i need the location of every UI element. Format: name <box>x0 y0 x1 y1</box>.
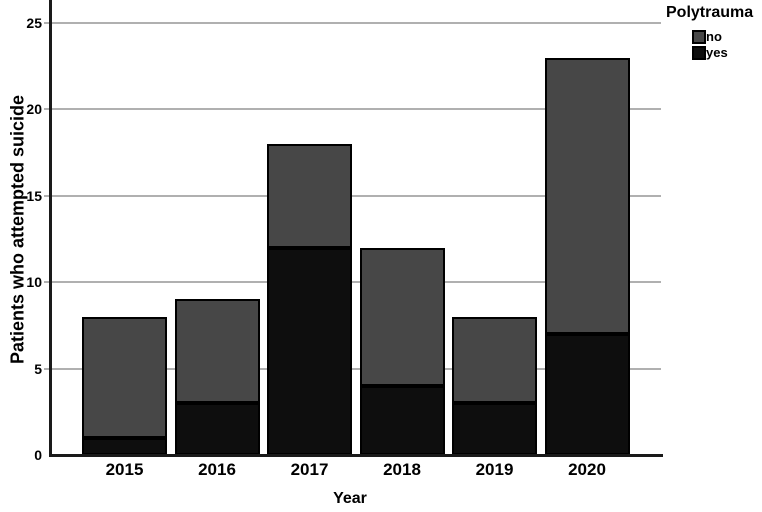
bar-2019-no <box>452 316 537 404</box>
legend-items: no yes <box>666 29 753 61</box>
gridline-20 <box>44 108 661 111</box>
bar-2019-yes <box>452 403 537 455</box>
x-tick-2019: 2019 <box>475 460 514 479</box>
y-tick-15: 15 <box>26 187 42 204</box>
bar-2020-no <box>544 57 630 335</box>
legend-item-no: no <box>692 29 753 45</box>
y-tick-0: 0 <box>34 447 42 463</box>
bar-2017-no <box>267 143 352 248</box>
gridline-10 <box>44 281 661 284</box>
legend: Polytrauma no yes <box>666 4 753 61</box>
gridline-25 <box>44 22 661 24</box>
x-tick-2016: 2016 <box>198 460 236 479</box>
y-axis-line <box>49 0 52 456</box>
y-tick-25: 25 <box>26 15 42 31</box>
bar-2020-yes <box>544 334 630 455</box>
x-axis-line <box>49 454 663 457</box>
bar-2018-no <box>359 247 445 386</box>
y-axis-title: Patients who attempted suicide <box>7 94 28 365</box>
bar-2016-yes <box>174 403 260 455</box>
bar-2015-no <box>82 316 167 438</box>
y-tick-5: 5 <box>34 360 42 377</box>
bar-2016-no <box>174 299 260 404</box>
y-tick-10: 10 <box>26 274 42 291</box>
x-axis-title: Year <box>333 490 367 507</box>
legend-label-no: no <box>706 29 722 44</box>
legend-swatch-no <box>692 30 706 44</box>
legend-label-yes: yes <box>706 45 728 60</box>
gridline-15 <box>44 194 661 197</box>
legend-item-yes: yes <box>692 45 753 61</box>
legend-swatch-yes <box>692 46 706 60</box>
x-tick-2018: 2018 <box>383 460 421 479</box>
gridline-5 <box>44 367 661 370</box>
legend-title: Polytrauma <box>666 4 754 21</box>
x-tick-2015: 2015 <box>105 460 144 479</box>
bar-2018-yes <box>359 385 445 455</box>
bar-2015-yes <box>82 437 167 455</box>
x-tick-2020: 2020 <box>568 460 606 479</box>
y-tick-20: 20 <box>26 101 42 118</box>
bar-2017-yes <box>267 247 352 455</box>
x-tick-2017: 2017 <box>290 460 329 479</box>
